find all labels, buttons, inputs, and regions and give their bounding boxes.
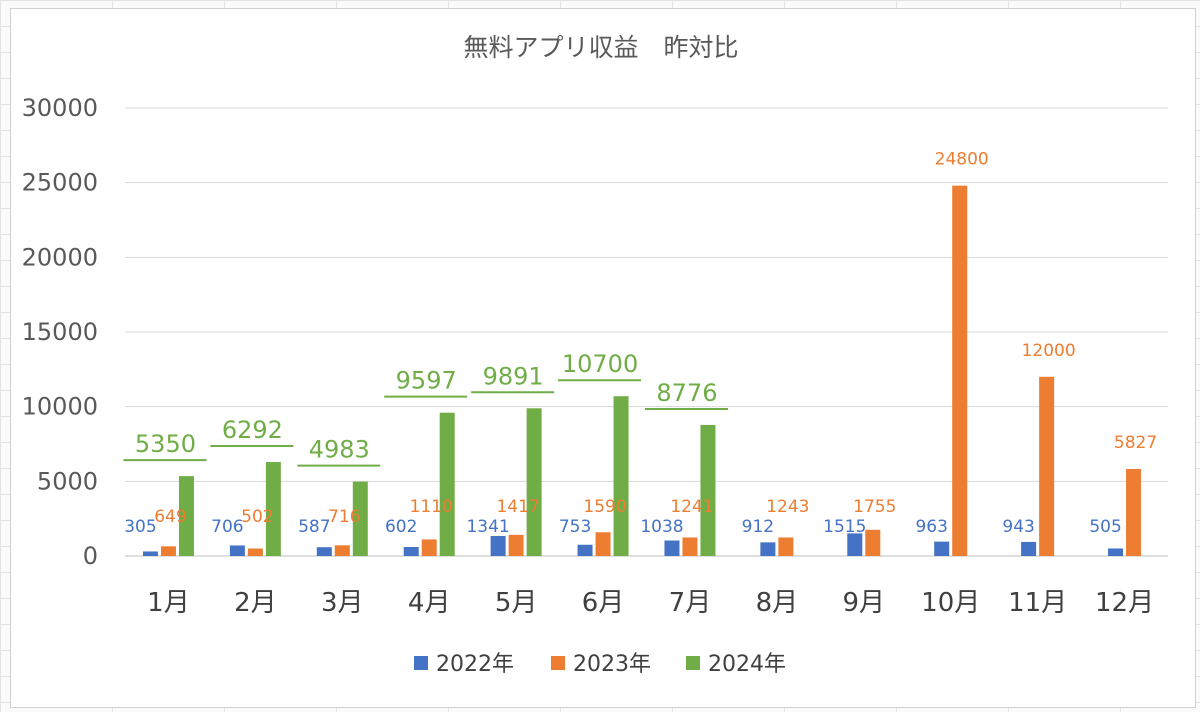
bar-2024年-6月[interactable] xyxy=(613,396,629,556)
x-tick-label: 12月 xyxy=(1095,588,1154,618)
bar-2022年-11月[interactable] xyxy=(1021,541,1037,556)
x-tick-label: 11月 xyxy=(1008,588,1067,618)
bar-2022年-9月[interactable] xyxy=(847,533,863,556)
data-label: 305 xyxy=(124,517,156,537)
data-label: 24800 xyxy=(935,150,989,170)
x-tick-label: 7月 xyxy=(669,588,712,618)
legend-swatch xyxy=(414,656,428,670)
bar-2022年-5月[interactable] xyxy=(490,535,506,556)
y-tick-label: 30000 xyxy=(22,94,98,122)
x-tick-label: 10月 xyxy=(921,588,980,618)
bar-2022年-2月[interactable] xyxy=(229,545,245,556)
bar-2024年-4月[interactable] xyxy=(439,412,455,556)
y-tick-label: 15000 xyxy=(22,318,98,346)
data-label: 505 xyxy=(1089,517,1121,537)
data-label: 1515 xyxy=(823,517,866,537)
data-label: 649 xyxy=(154,507,186,527)
x-tick-label: 9月 xyxy=(843,588,886,618)
bar-2022年-6月[interactable] xyxy=(577,544,593,556)
data-label: 753 xyxy=(559,517,591,537)
legend-label: 2022年 xyxy=(436,652,514,677)
bar-2023年-2月[interactable] xyxy=(247,548,263,556)
y-tick-label: 20000 xyxy=(22,243,98,271)
bar-2022年-3月[interactable] xyxy=(316,547,332,556)
bar-2024年-5月[interactable] xyxy=(526,408,542,556)
legend-label: 2024年 xyxy=(708,652,786,677)
data-label: 12000 xyxy=(1022,341,1076,361)
bar-2023年-4月[interactable] xyxy=(421,539,437,556)
data-label: 943 xyxy=(1002,517,1034,537)
bar-2024年-2月[interactable] xyxy=(265,462,281,556)
data-label: 9891 xyxy=(483,362,544,390)
bar-2024年-7月[interactable] xyxy=(700,424,716,556)
data-label: 1341 xyxy=(466,517,509,537)
gridlines xyxy=(125,107,1168,557)
bar-2024年-1月[interactable] xyxy=(178,476,194,556)
data-label: 1241 xyxy=(670,497,713,517)
x-tick-label: 1月 xyxy=(147,588,190,618)
y-tick-label: 25000 xyxy=(22,169,98,197)
bar-2023年-3月[interactable] xyxy=(334,545,350,556)
x-axis: 1月 2月 3月 4月 5月 6月 7月 8月 9月 10月 11月 12月 xyxy=(147,588,1154,618)
data-label: 602 xyxy=(385,517,417,537)
data-label: 1590 xyxy=(583,497,626,517)
y-tick-label: 0 xyxy=(83,542,98,570)
bar-2022年-1月[interactable] xyxy=(142,551,158,556)
data-label: 963 xyxy=(915,517,947,537)
data-label: 1755 xyxy=(853,497,896,517)
bar-2023年-8月[interactable] xyxy=(778,537,794,556)
bar-2024年-3月[interactable] xyxy=(352,481,368,556)
data-label: 10700 xyxy=(562,350,638,378)
x-tick-label: 2月 xyxy=(234,588,277,618)
legend: 2022年 2023年 2024年 xyxy=(414,652,786,677)
data-label: 5827 xyxy=(1114,433,1157,453)
bars xyxy=(142,185,1142,557)
chart-title: 無料アプリ収益 昨対比 xyxy=(463,33,738,62)
x-tick-label: 8月 xyxy=(756,588,799,618)
data-label: 4983 xyxy=(309,436,370,464)
bar-2023年-7月[interactable] xyxy=(682,537,698,556)
bar-2023年-10月[interactable] xyxy=(952,185,968,557)
legend-swatch xyxy=(551,656,565,670)
data-label: 1038 xyxy=(640,517,683,537)
y-tick-label: 5000 xyxy=(37,467,98,495)
bar-2023年-1月[interactable] xyxy=(160,546,176,556)
data-label: 502 xyxy=(241,507,273,527)
y-tick-label: 10000 xyxy=(22,393,98,421)
bar-2022年-4月[interactable] xyxy=(403,547,419,556)
data-label: 1417 xyxy=(496,497,539,517)
bar-2023年-5月[interactable] xyxy=(508,534,524,556)
bar-2023年-6月[interactable] xyxy=(595,532,611,556)
bar-2022年-7月[interactable] xyxy=(664,540,680,556)
bar-2022年-8月[interactable] xyxy=(760,542,776,556)
bar-2023年-9月[interactable] xyxy=(865,529,881,556)
x-tick-label: 3月 xyxy=(321,588,364,618)
data-label: 912 xyxy=(742,517,774,537)
bar-2023年-11月[interactable] xyxy=(1039,376,1055,556)
data-label: 1243 xyxy=(766,497,809,517)
y-axis: 0 5000 10000 15000 20000 25000 30000 xyxy=(22,94,98,570)
data-label: 716 xyxy=(328,507,360,527)
data-label: 9597 xyxy=(396,367,457,395)
x-tick-label: 4月 xyxy=(408,588,451,618)
bar-2022年-10月[interactable] xyxy=(934,541,950,556)
data-label: 8776 xyxy=(656,379,717,407)
data-label: 587 xyxy=(298,517,330,537)
legend-label: 2023年 xyxy=(573,652,651,677)
data-label: 706 xyxy=(211,517,243,537)
legend-swatch xyxy=(686,656,700,670)
x-tick-label: 5月 xyxy=(495,588,538,618)
bar-2022年-12月[interactable] xyxy=(1108,548,1124,556)
data-label: 1110 xyxy=(410,497,453,517)
data-label: 5350 xyxy=(135,430,196,458)
data-label: 6292 xyxy=(222,416,283,444)
x-tick-label: 6月 xyxy=(582,588,625,618)
bar-2023年-12月[interactable] xyxy=(1126,468,1142,556)
chart-area[interactable] xyxy=(10,8,1196,708)
